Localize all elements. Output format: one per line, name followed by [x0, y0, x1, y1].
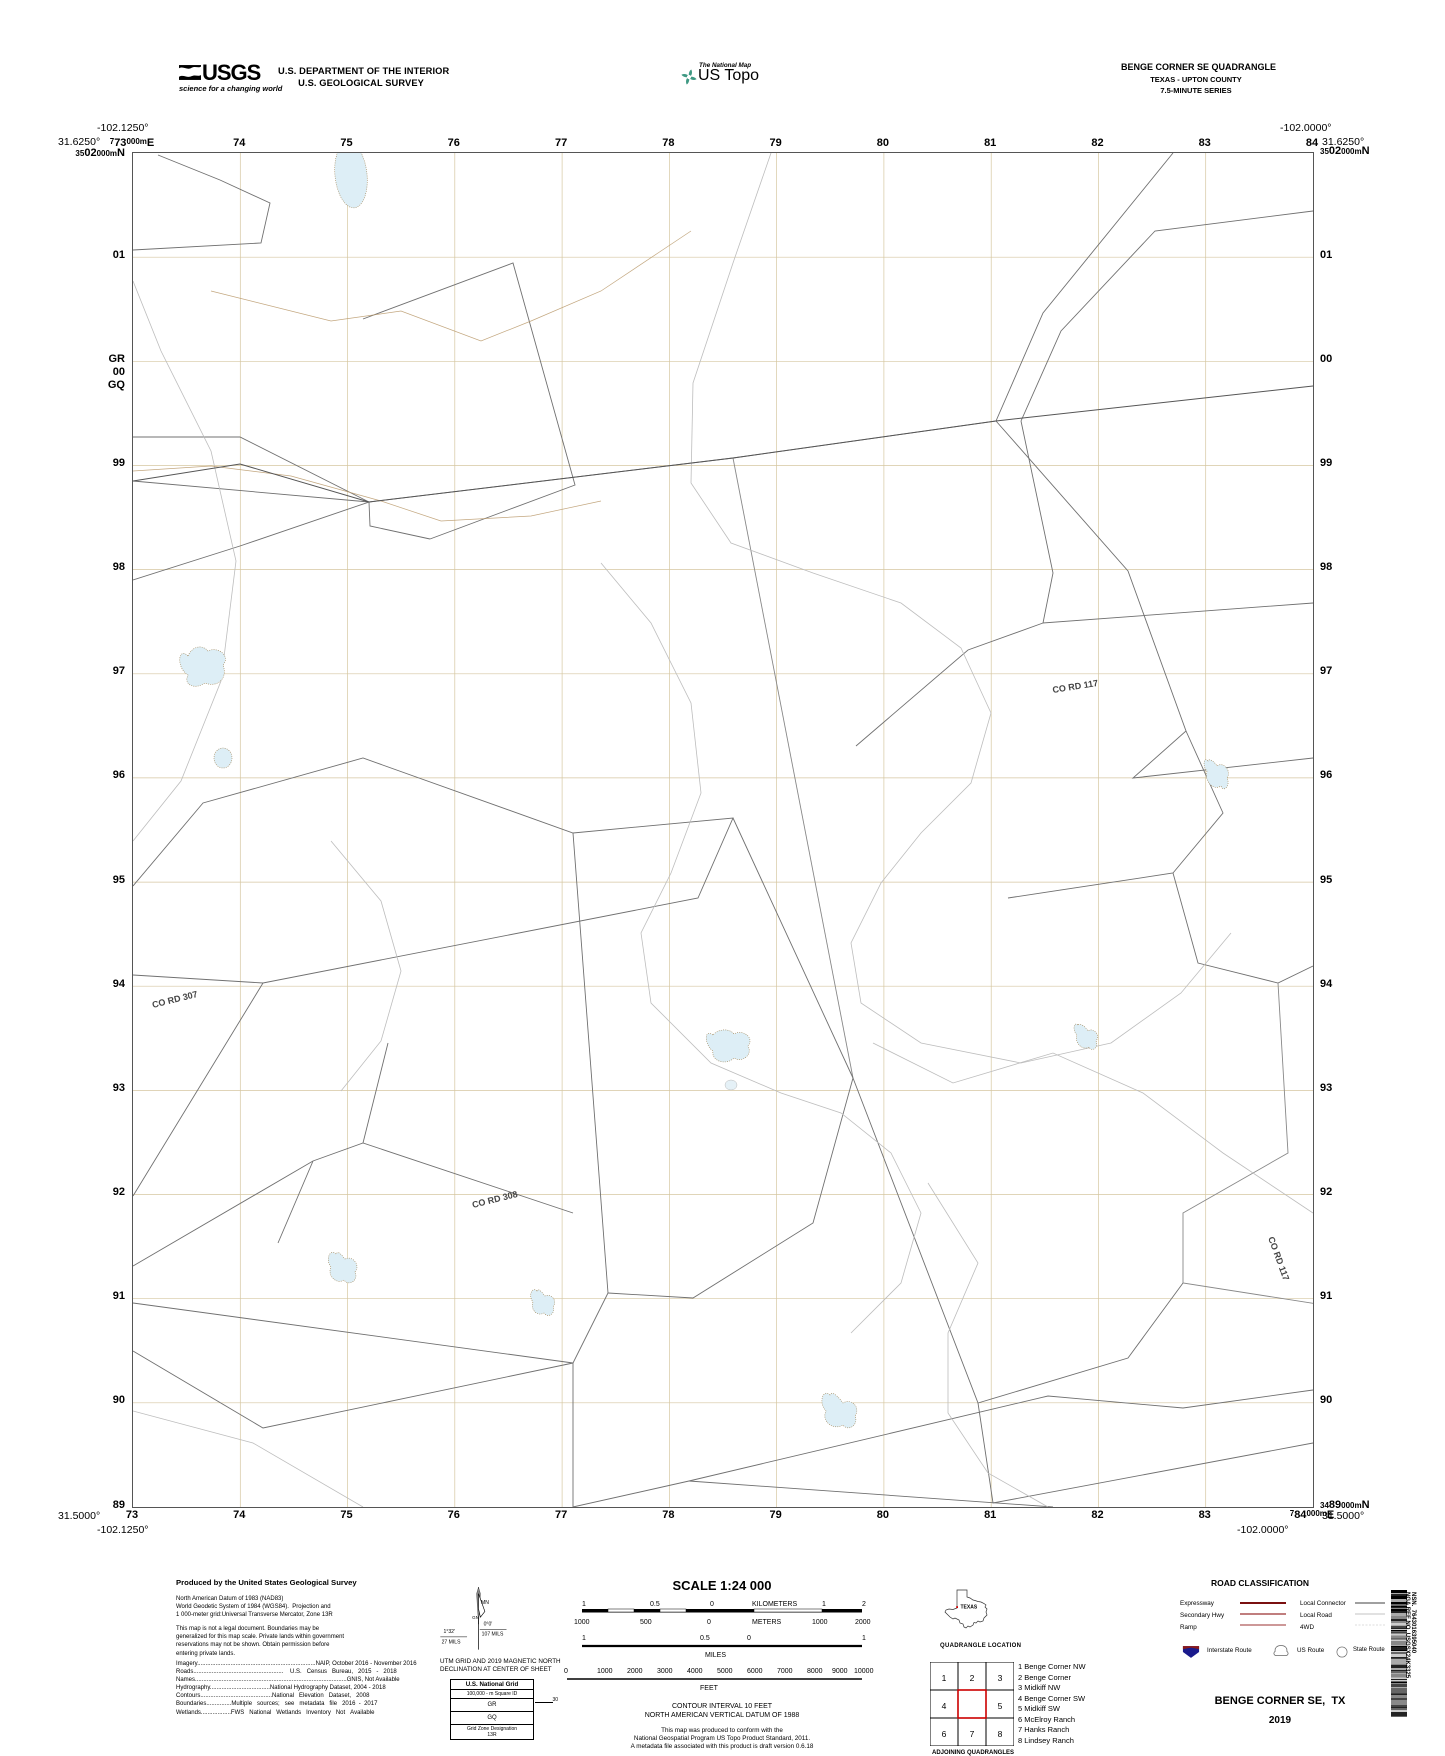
- svg-text:1: 1: [942, 1673, 947, 1683]
- svg-text:4: 4: [942, 1701, 947, 1711]
- svg-text:1: 1: [822, 1601, 826, 1608]
- svg-text:2000: 2000: [855, 1619, 871, 1626]
- svg-text:8000: 8000: [807, 1668, 823, 1675]
- svg-text:FEET: FEET: [700, 1685, 719, 1690]
- svg-text:TEXAS: TEXAS: [961, 1604, 978, 1610]
- svg-text:10000: 10000: [854, 1668, 874, 1675]
- svg-text:1000: 1000: [597, 1668, 613, 1675]
- svg-text:MILES: MILES: [705, 1652, 726, 1659]
- svg-text:5: 5: [998, 1701, 1003, 1711]
- svg-text:CO RD 117: CO RD 117: [1052, 678, 1099, 695]
- svg-text:1°32′: 1°32′: [444, 1629, 456, 1635]
- svg-text:1: 1: [582, 1601, 586, 1608]
- svg-text:0: 0: [710, 1601, 714, 1608]
- svg-text:3000: 3000: [657, 1668, 673, 1675]
- svg-text:3: 3: [998, 1673, 1003, 1683]
- svg-text:MN: MN: [481, 1600, 489, 1606]
- svg-text:1000: 1000: [812, 1619, 828, 1626]
- svg-text:0: 0: [707, 1619, 711, 1626]
- svg-text:500: 500: [640, 1619, 652, 1626]
- svg-text:4000: 4000: [687, 1668, 703, 1675]
- svg-text:0.5: 0.5: [700, 1635, 710, 1642]
- svg-text:107 MILS: 107 MILS: [482, 1632, 504, 1638]
- svg-text:27 MILS: 27 MILS: [442, 1639, 462, 1645]
- svg-text:0°0′: 0°0′: [484, 1621, 493, 1627]
- svg-text:2: 2: [970, 1673, 975, 1683]
- svg-text:KILOMETERS: KILOMETERS: [752, 1601, 797, 1608]
- svg-text:1: 1: [862, 1635, 866, 1642]
- svg-text:METERS: METERS: [752, 1619, 782, 1626]
- svg-text:7000: 7000: [777, 1668, 793, 1675]
- svg-text:1000: 1000: [574, 1619, 590, 1626]
- svg-text:8: 8: [998, 1729, 1003, 1739]
- svg-text:CO RD 307: CO RD 307: [151, 989, 199, 1010]
- svg-text:CO RD 117: CO RD 117: [1266, 1235, 1291, 1282]
- svg-text:5000: 5000: [717, 1668, 733, 1675]
- svg-text:2: 2: [862, 1601, 866, 1608]
- svg-text:9000: 9000: [832, 1668, 848, 1675]
- svg-text:1: 1: [582, 1635, 586, 1642]
- svg-text:0: 0: [747, 1635, 751, 1642]
- svg-text:2000: 2000: [627, 1668, 643, 1675]
- svg-text:CO RD 308: CO RD 308: [471, 1189, 519, 1210]
- svg-text:GN: GN: [472, 1615, 479, 1620]
- svg-text:0: 0: [564, 1668, 568, 1675]
- svg-text:7: 7: [970, 1729, 975, 1739]
- svg-text:6: 6: [942, 1729, 947, 1739]
- svg-text:6000: 6000: [747, 1668, 763, 1675]
- svg-text:0.5: 0.5: [650, 1601, 660, 1608]
